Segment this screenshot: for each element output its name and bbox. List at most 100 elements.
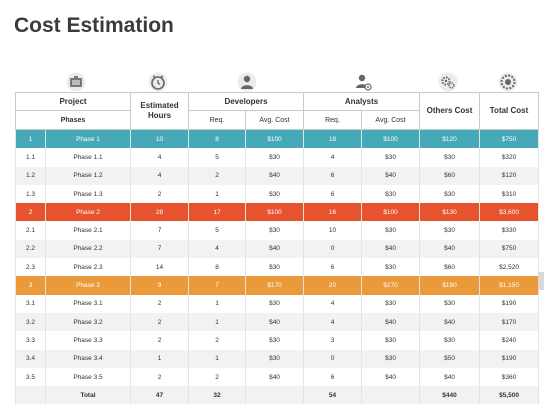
table-row: 1.1 Phase 1.1 4 5 $30 4 $30 $30 $320 <box>15 148 540 167</box>
table-row: 3.2 Phase 3.2 2 1 $40 4 $40 $40 $170 <box>15 312 540 332</box>
cell-total-cost: $170 <box>479 312 540 332</box>
cell-others-cost: $50 <box>419 349 481 368</box>
header-developers: Developers <box>187 92 305 111</box>
cell-analyst-avg-cost: $40 <box>361 367 421 387</box>
cell-total-cost: $190 <box>479 294 540 313</box>
page-title: Cost Estimation <box>14 14 174 37</box>
header-project: Project <box>15 92 131 111</box>
cell-estimated-hours: 7 <box>130 239 189 259</box>
cell-phase-number: 3.3 <box>15 331 46 350</box>
cell-dev-avg-cost: $30 <box>244 221 305 240</box>
cell-phase-number: 3.2 <box>15 312 46 332</box>
cell-analyst-req: 0 <box>303 349 363 368</box>
cell-total-cost: $5,500 <box>479 386 540 405</box>
cell-phase-name: Phase 3.3 <box>45 331 131 350</box>
cell-phase-number <box>15 386 46 405</box>
cell-dev-avg-cost: $100 <box>244 129 305 149</box>
cell-analyst-req: 4 <box>303 148 363 167</box>
cell-dev-req: 7 <box>188 276 246 295</box>
cell-analyst-req: 16 <box>303 203 363 222</box>
analyst-icon <box>353 72 373 92</box>
cell-others-cost: $30 <box>419 184 481 204</box>
cell-dev-avg-cost: $40 <box>244 239 305 259</box>
header-analyst-avg-cost: Avg. Cost <box>361 110 421 130</box>
cell-total-cost: $750 <box>479 129 540 149</box>
cell-analyst-avg-cost: $40 <box>361 239 421 259</box>
cell-dev-avg-cost: $100 <box>244 203 305 222</box>
cell-dev-req: 8 <box>188 129 246 149</box>
cell-phase-name: Phase 3 <box>45 276 131 295</box>
cell-estimated-hours: 2 <box>130 184 189 204</box>
gears-icon <box>438 72 458 92</box>
cell-dev-avg-cost: $40 <box>244 312 305 332</box>
cell-estimated-hours: 4 <box>130 166 189 185</box>
cell-dev-req: 1 <box>188 184 246 204</box>
column-icons <box>15 72 538 94</box>
cell-estimated-hours: 28 <box>130 203 189 222</box>
header-dev-avg-cost: Avg. Cost <box>244 110 305 130</box>
cell-others-cost: $60 <box>419 258 481 277</box>
cell-others-cost: $40 <box>419 367 481 387</box>
cell-total-cost: $360 <box>479 367 540 387</box>
cell-analyst-req: 6 <box>303 258 363 277</box>
header-total-cost: Total Cost <box>479 92 540 130</box>
cell-phase-number: 2 <box>15 203 46 222</box>
cell-phase-name: Phase 1.3 <box>45 184 131 204</box>
cell-analyst-avg-cost: $30 <box>361 349 421 368</box>
cost-icon <box>498 72 518 92</box>
cell-dev-avg-cost: $30 <box>244 294 305 313</box>
cell-dev-avg-cost: $170 <box>244 276 305 295</box>
cell-total-cost: $3,600 <box>479 203 540 222</box>
table-row: 3.3 Phase 3.3 2 2 $30 3 $30 $30 $240 <box>15 331 540 350</box>
cell-others-cost: $30 <box>419 221 481 240</box>
cell-analyst-req: 4 <box>303 294 363 313</box>
cell-dev-avg-cost: $30 <box>244 184 305 204</box>
cell-phase-number: 1.1 <box>15 148 46 167</box>
cell-analyst-avg-cost <box>361 386 421 405</box>
cell-others-cost: $190 <box>419 276 481 295</box>
cell-analyst-req: 4 <box>303 312 363 332</box>
cell-others-cost: $120 <box>419 129 481 149</box>
cell-dev-req: 5 <box>188 221 246 240</box>
cell-analyst-req: 18 <box>303 129 363 149</box>
cell-analyst-avg-cost: $100 <box>361 129 421 149</box>
cell-dev-req: 32 <box>188 386 246 405</box>
cell-analyst-req: 54 <box>303 386 363 405</box>
phase-row: 2 Phase 2 28 17 $100 16 $100 $130 $3,600 <box>15 203 540 222</box>
cell-dev-req: 4 <box>188 239 246 259</box>
cell-total-cost: $330 <box>479 221 540 240</box>
cell-dev-req: 8 <box>188 258 246 277</box>
cell-phase-number: 2.1 <box>15 221 46 240</box>
cell-phase-name: Phase 2.1 <box>45 221 131 240</box>
table-row: 3.1 Phase 3.1 2 1 $30 4 $30 $30 $190 <box>15 294 540 313</box>
cell-others-cost: $40 <box>419 239 481 259</box>
cell-dev-req: 1 <box>188 312 246 332</box>
total-row: Total 47 32 54 $440 $5,500 <box>15 386 540 405</box>
cell-phase-number: 1 <box>15 129 46 149</box>
cell-phase-number: 1.3 <box>15 184 46 204</box>
table-row: 2.3 Phase 2.3 14 8 $30 6 $30 $60 $2,520 <box>15 258 540 277</box>
cell-analyst-avg-cost: $30 <box>361 148 421 167</box>
cell-others-cost: $30 <box>419 148 481 167</box>
cell-phase-number: 3 <box>15 276 46 295</box>
table-row: 1.3 Phase 1.3 2 1 $30 6 $30 $30 $310 <box>15 184 540 204</box>
cell-phase-name: Phase 2.2 <box>45 239 131 259</box>
cell-total-cost: $310 <box>479 184 540 204</box>
cell-dev-req: 5 <box>188 148 246 167</box>
developer-icon <box>237 72 257 92</box>
cell-dev-req: 2 <box>188 367 246 387</box>
cell-analyst-avg-cost: $170 <box>361 276 421 295</box>
cell-dev-avg-cost: $40 <box>244 367 305 387</box>
cell-estimated-hours: 2 <box>130 367 189 387</box>
header-dev-req: Req. <box>188 110 246 130</box>
cell-estimated-hours: 14 <box>130 258 189 277</box>
cell-dev-avg-cost: $30 <box>244 258 305 277</box>
cell-others-cost: $60 <box>419 166 481 185</box>
cell-phase-number: 1.2 <box>15 166 46 185</box>
table-body: 1 Phase 1 10 8 $100 18 $100 $120 $750 1.1 Phase 1.… <box>15 129 540 405</box>
cell-phase-name: Total <box>45 386 131 405</box>
cell-analyst-req: 20 <box>303 276 363 295</box>
cell-analyst-avg-cost: $40 <box>361 166 421 185</box>
cell-estimated-hours: 9 <box>130 276 189 295</box>
cell-estimated-hours: 1 <box>130 349 189 368</box>
